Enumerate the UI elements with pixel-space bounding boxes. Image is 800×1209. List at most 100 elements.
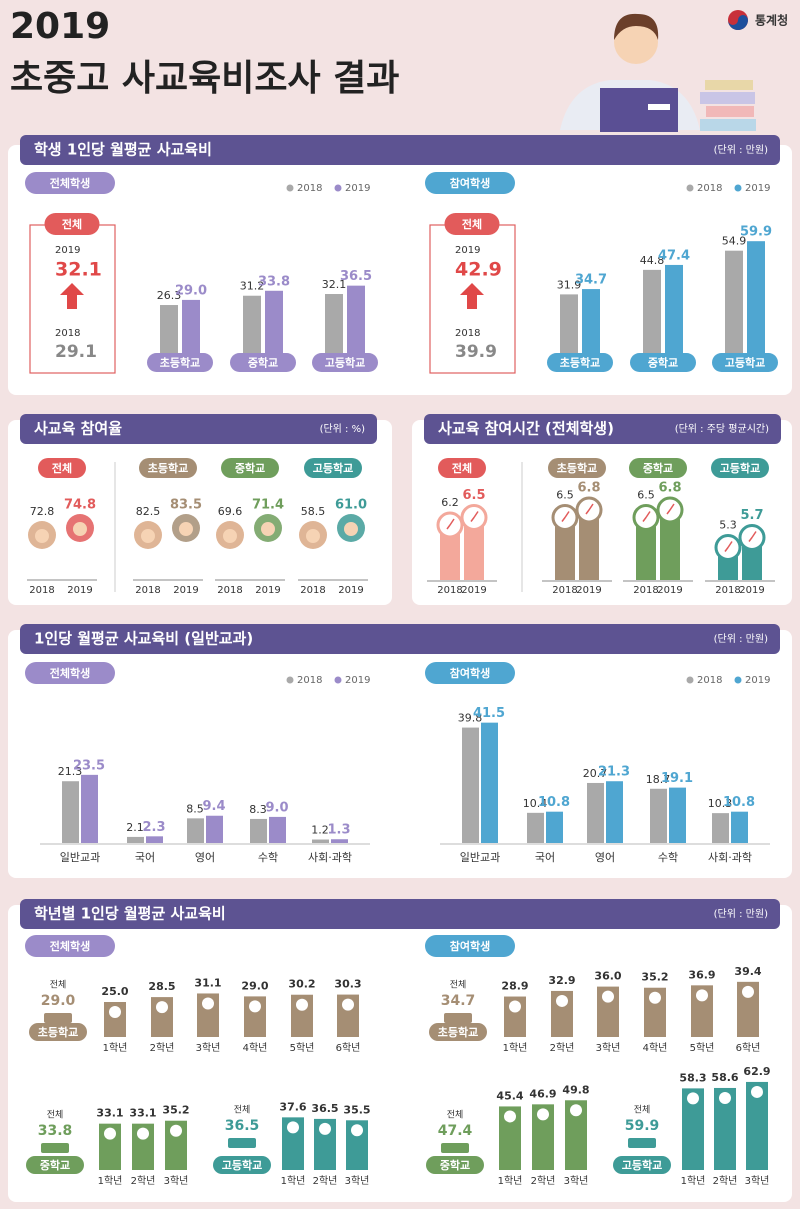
group-label-bg bbox=[629, 458, 687, 478]
total-year: 2019 bbox=[55, 245, 80, 256]
value-label: 25.0 bbox=[101, 985, 128, 998]
value-label: 2.3 bbox=[142, 820, 165, 835]
legend-label: 2018 bbox=[297, 675, 322, 686]
grade-label: 2학년 bbox=[150, 1042, 175, 1054]
value-label: 36.5 bbox=[311, 1102, 338, 1115]
group-label: 고등학교 bbox=[725, 356, 765, 370]
group-label: 고등학교 bbox=[313, 461, 353, 475]
coin bbox=[719, 1091, 731, 1104]
panel-tag: 참여학생 bbox=[450, 176, 490, 190]
value-label: 83.5 bbox=[170, 498, 202, 513]
value-label: 23.5 bbox=[73, 758, 105, 773]
bar bbox=[665, 264, 683, 355]
section-unit: (단위 : 만원) bbox=[714, 632, 768, 645]
value-label: 71.4 bbox=[252, 498, 284, 513]
total-value: 42.9 bbox=[455, 259, 502, 281]
value-label: 30.2 bbox=[288, 978, 315, 991]
value-label: 5.3 bbox=[719, 519, 737, 532]
value-label: 62.9 bbox=[743, 1065, 770, 1078]
total-value: 34.7 bbox=[441, 993, 476, 1009]
bar bbox=[527, 812, 544, 843]
icon-face bbox=[141, 529, 155, 543]
grade-label: 1학년 bbox=[98, 1175, 123, 1187]
group-label-bg bbox=[221, 458, 279, 478]
grade-bar bbox=[682, 1088, 704, 1170]
value-label: 36.9 bbox=[688, 968, 715, 981]
grade-label: 5학년 bbox=[690, 1042, 715, 1054]
year-label: 2019 bbox=[657, 585, 682, 596]
value-label: 8.5 bbox=[186, 802, 204, 815]
value-label: 33.8 bbox=[258, 274, 290, 289]
year-label: 2018 bbox=[552, 585, 577, 596]
year-label: 2019 bbox=[255, 585, 280, 596]
bar bbox=[331, 839, 348, 843]
value-label: 6.8 bbox=[577, 481, 600, 496]
total-value: 39.9 bbox=[455, 342, 497, 362]
section-title: 1인당 월평균 사교육비 (일반교과) bbox=[34, 630, 253, 648]
grade-label: 2학년 bbox=[131, 1175, 156, 1187]
bar bbox=[731, 811, 748, 843]
legend-dot bbox=[686, 184, 694, 192]
icon-face bbox=[306, 529, 320, 543]
value-label: 74.8 bbox=[64, 498, 96, 513]
school-label: 중학교 bbox=[440, 1158, 470, 1172]
coin bbox=[687, 1092, 699, 1105]
grade-label: 1학년 bbox=[281, 1175, 306, 1187]
grade-bar bbox=[737, 981, 759, 1037]
bar bbox=[587, 782, 604, 843]
group-label: 중학교 bbox=[248, 356, 278, 370]
value-label: 44.8 bbox=[640, 254, 665, 267]
panel-tag-bg bbox=[25, 662, 115, 684]
panel-tag-bg bbox=[425, 662, 515, 684]
value-label: 1.2 bbox=[311, 824, 329, 837]
value-label: 6.5 bbox=[637, 489, 655, 502]
group-label-bg bbox=[304, 458, 362, 478]
subject-label: 일반교과 bbox=[60, 850, 100, 864]
grade-bar bbox=[565, 1100, 587, 1170]
year-label: 2018 bbox=[217, 585, 242, 596]
total-year: 2018 bbox=[55, 328, 80, 339]
bar bbox=[669, 787, 686, 843]
grade-label: 1학년 bbox=[681, 1175, 706, 1187]
bar bbox=[182, 299, 200, 355]
value-label: 32.9 bbox=[548, 974, 575, 987]
total-value: 32.1 bbox=[55, 259, 102, 281]
book-icon bbox=[228, 1138, 256, 1148]
value-label: 54.9 bbox=[722, 235, 747, 248]
coin bbox=[602, 990, 614, 1003]
subject-label: 수학 bbox=[258, 851, 278, 864]
value-label: 8.3 bbox=[249, 803, 267, 816]
school-label: 고등학교 bbox=[622, 1158, 662, 1172]
bar bbox=[187, 818, 204, 843]
book-icon bbox=[44, 1013, 72, 1023]
section-title: 학생 1인당 월평균 사교육비 bbox=[34, 141, 212, 159]
value-label: 29.0 bbox=[241, 979, 268, 992]
group-label: 고등학교 bbox=[720, 461, 760, 475]
grade-label: 2학년 bbox=[531, 1175, 556, 1187]
bar bbox=[606, 781, 623, 843]
school-label-bg bbox=[213, 1156, 271, 1174]
school-label: 초등학교 bbox=[438, 1025, 478, 1039]
grade-label: 1학년 bbox=[103, 1042, 128, 1054]
value-label: 69.6 bbox=[218, 505, 243, 518]
coin bbox=[296, 998, 308, 1011]
clock-hands bbox=[748, 531, 757, 542]
total-value: 33.8 bbox=[38, 1123, 73, 1139]
group-label: 초등학교 bbox=[557, 461, 597, 475]
value-label: 41.5 bbox=[473, 706, 505, 721]
value-label: 6.5 bbox=[462, 488, 485, 503]
school-label-bg bbox=[29, 1023, 87, 1041]
group-label-bg bbox=[312, 353, 378, 372]
grade-label: 2학년 bbox=[313, 1175, 338, 1187]
icon-face bbox=[223, 529, 237, 543]
year-label: 2018 bbox=[135, 585, 160, 596]
value-label: 47.4 bbox=[658, 248, 690, 263]
header-year: 2019 bbox=[10, 6, 110, 47]
clock-hands bbox=[470, 511, 479, 522]
subject-label: 수학 bbox=[658, 851, 678, 864]
year-label: 2019 bbox=[67, 585, 92, 596]
value-label: 33.1 bbox=[96, 1107, 123, 1120]
total-tag-bg bbox=[444, 213, 500, 235]
year-label: 2018 bbox=[29, 585, 54, 596]
